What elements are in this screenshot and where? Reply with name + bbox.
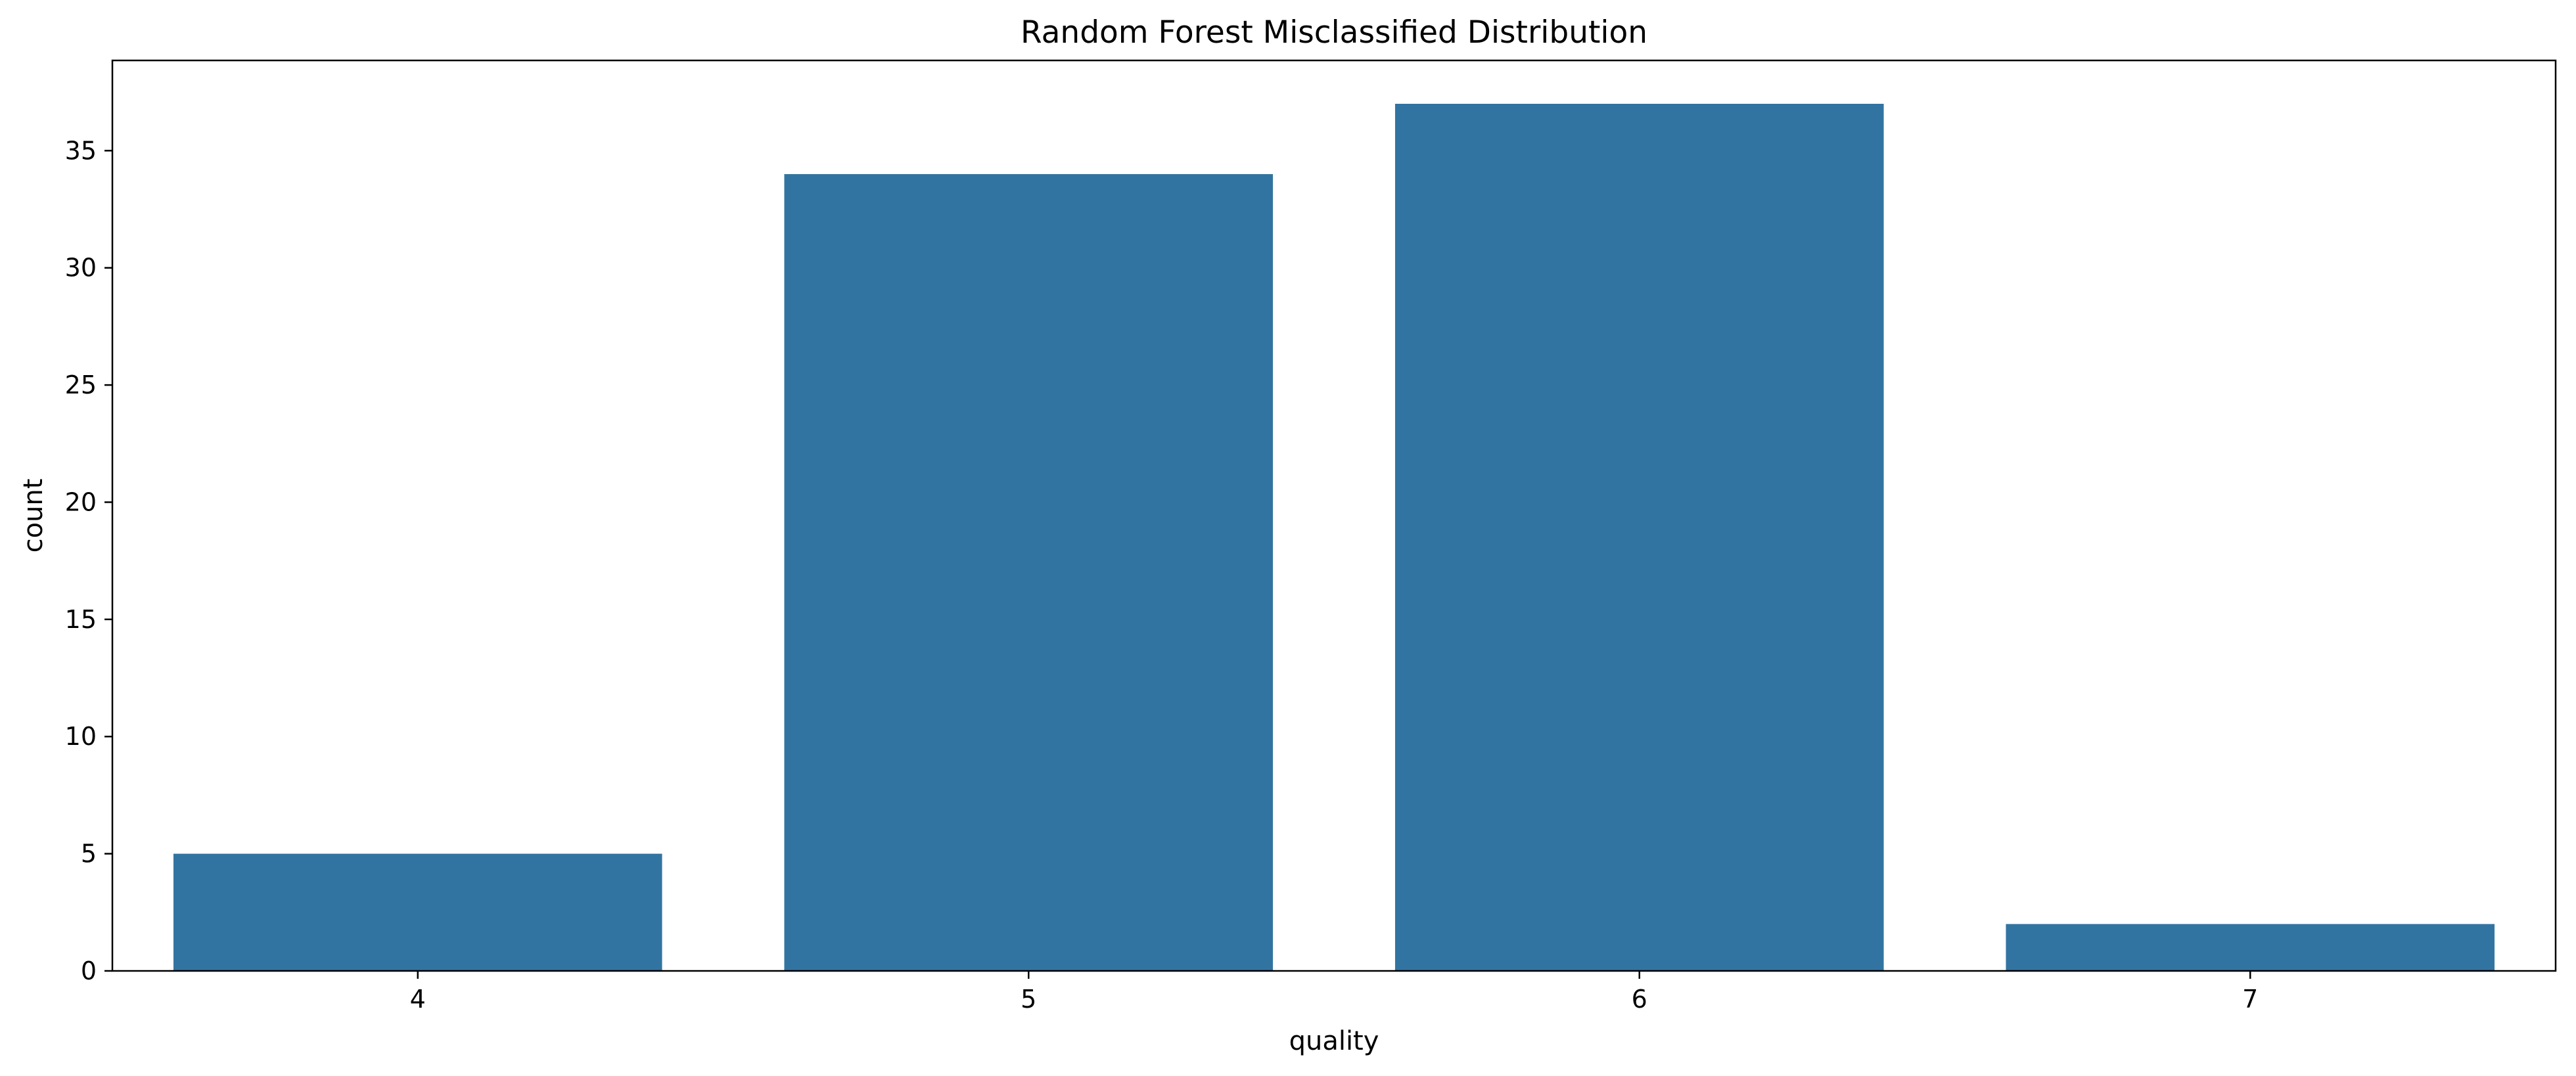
bar-5: [784, 174, 1274, 971]
x-axis-ticks: 4 5 6 7: [410, 971, 2258, 1014]
y-tick-label: 25: [65, 370, 97, 399]
bar-7: [2006, 924, 2495, 971]
x-tick-label: 6: [1632, 985, 1647, 1014]
x-tick-label: 5: [1021, 985, 1036, 1014]
bar-6: [1394, 104, 1884, 971]
y-tick-label: 35: [65, 136, 97, 165]
bar-4: [173, 853, 662, 971]
y-tick-label: 15: [65, 605, 97, 634]
x-tick-label: 4: [410, 985, 426, 1014]
x-tick-label: 7: [2242, 985, 2258, 1014]
chart-title: Random Forest Misclassified Distribution: [1021, 14, 1647, 51]
y-tick-label: 5: [81, 840, 97, 868]
y-tick-label: 20: [65, 487, 97, 516]
y-tick-label: 0: [81, 956, 97, 985]
bar-group: [173, 104, 2495, 971]
y-tick-label: 10: [65, 722, 97, 751]
y-axis-label: count: [18, 479, 49, 553]
y-tick-label: 30: [65, 254, 97, 282]
x-axis-label: quality: [1289, 1026, 1379, 1056]
plot-area-frame: [111, 59, 2557, 972]
y-axis-ticks: 0 5 10 15 20 25 30 35: [65, 136, 112, 985]
